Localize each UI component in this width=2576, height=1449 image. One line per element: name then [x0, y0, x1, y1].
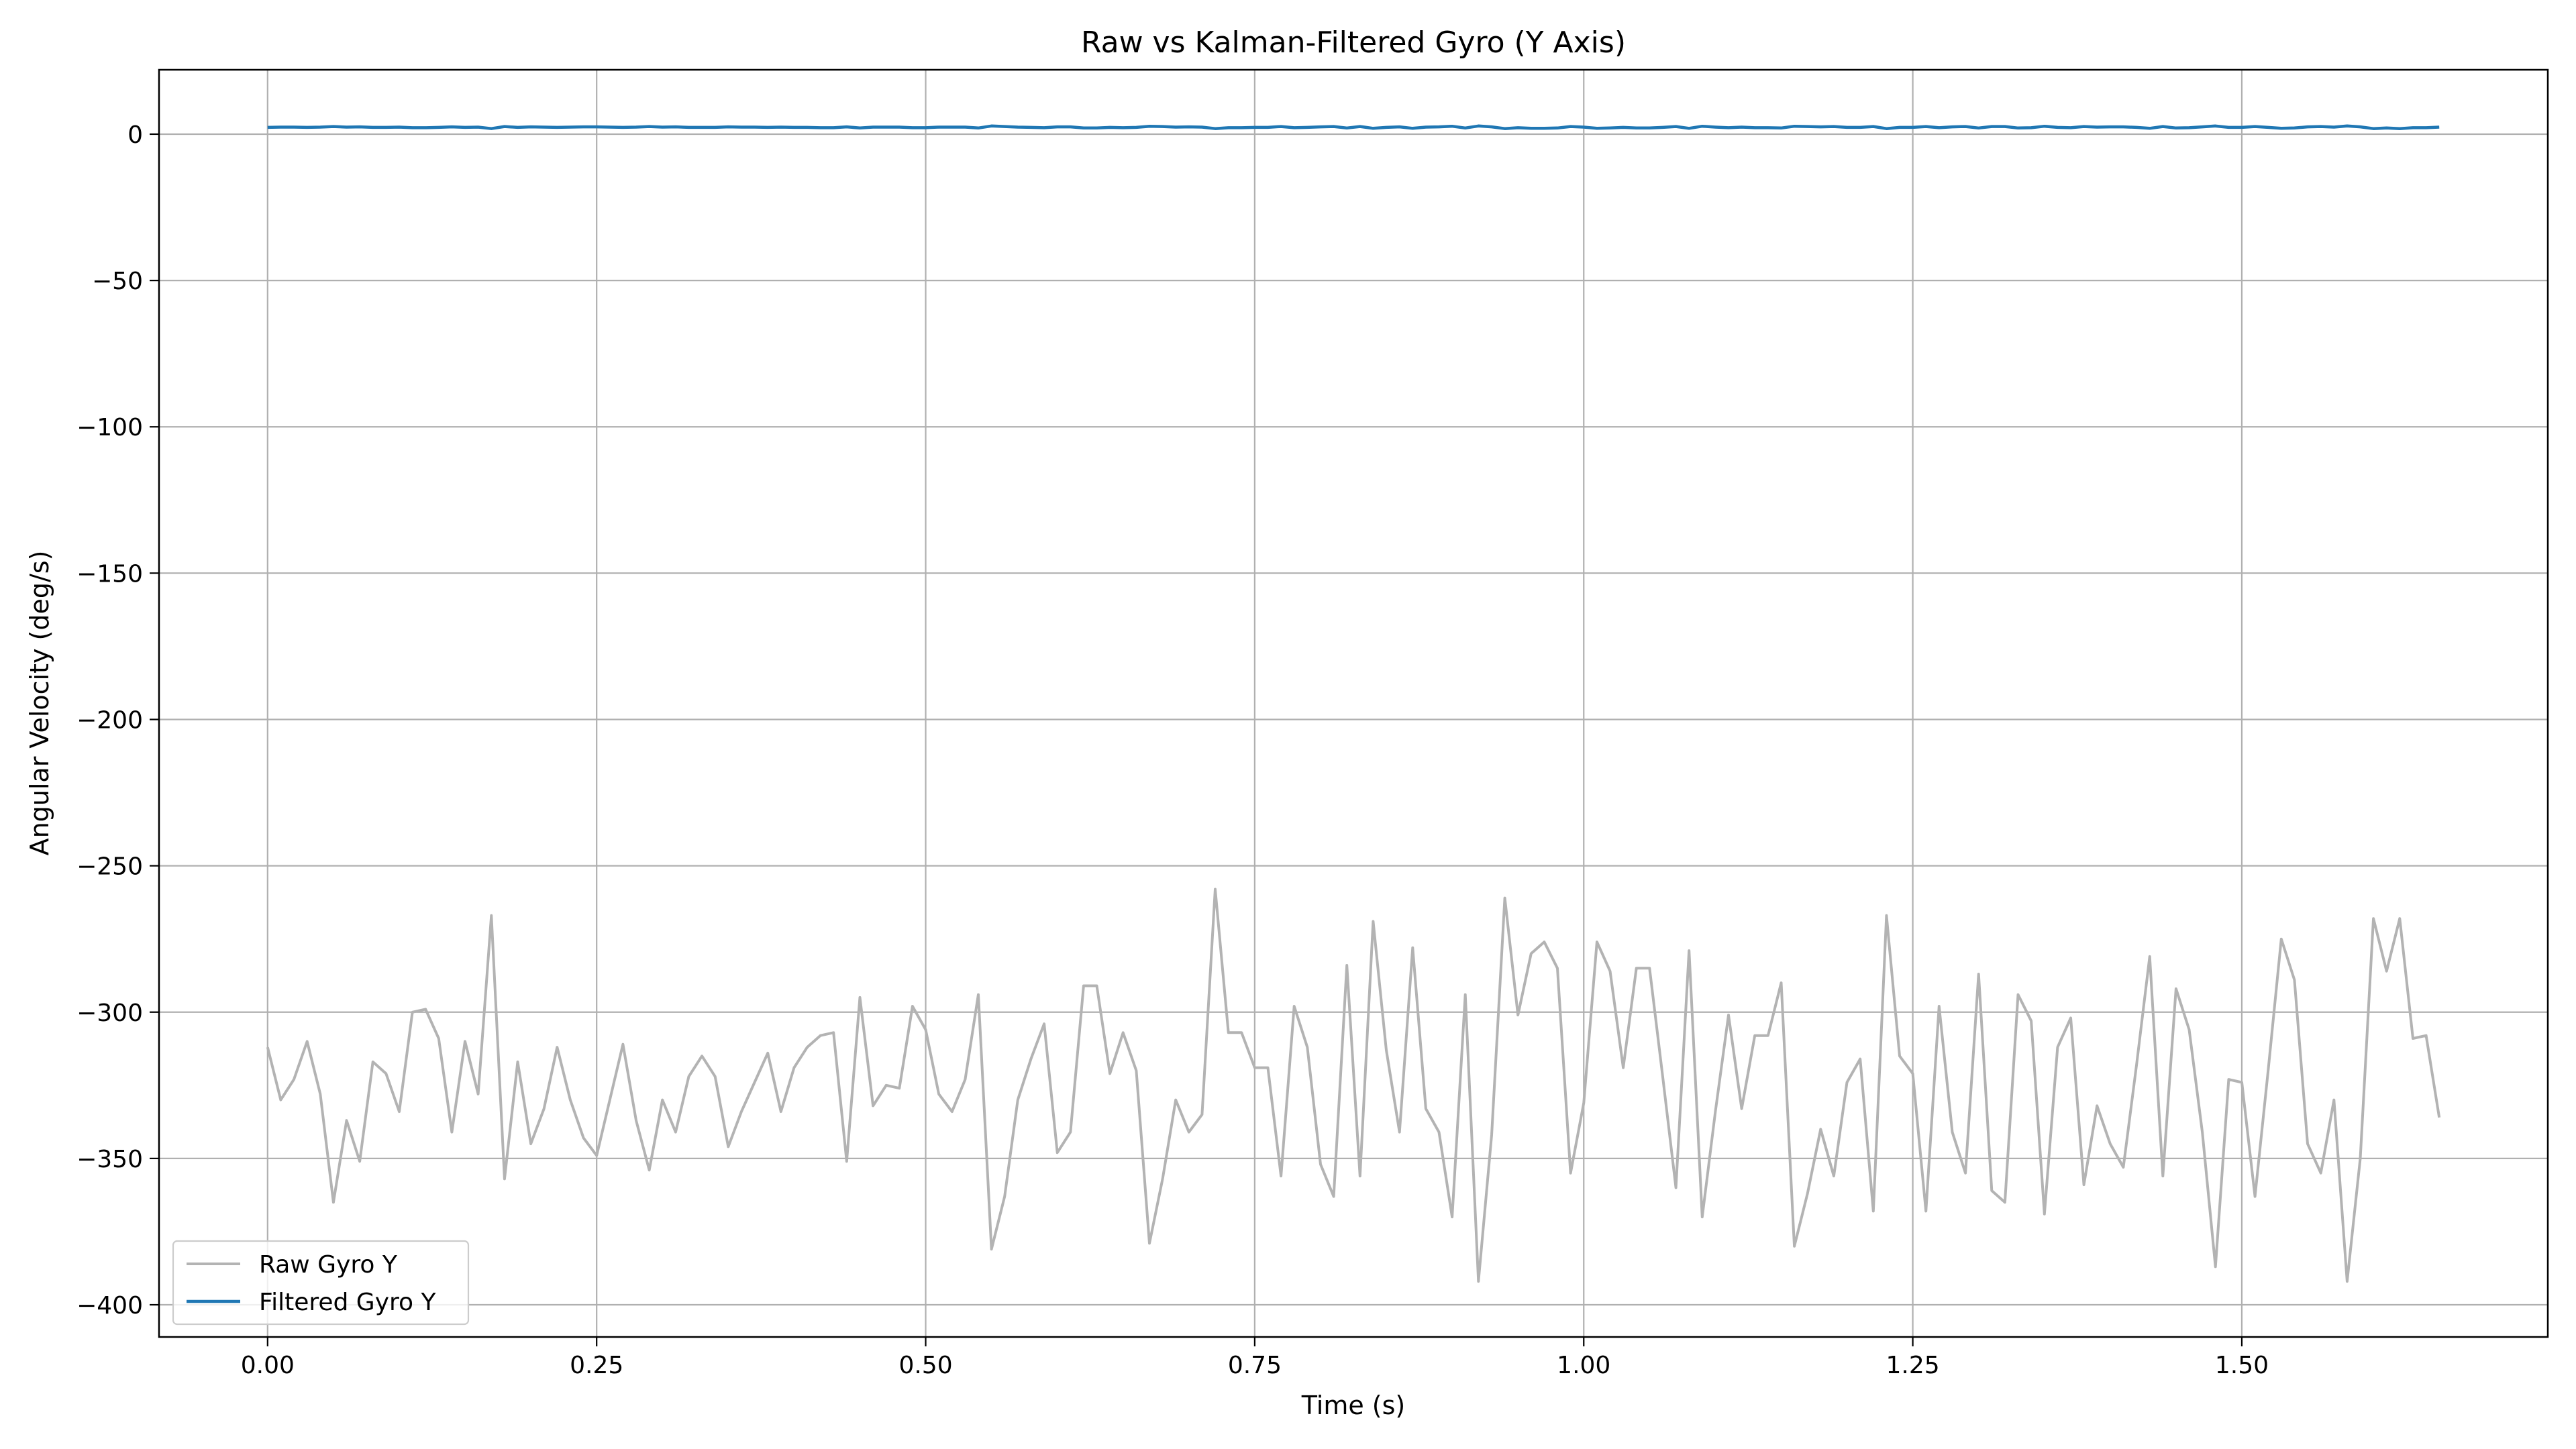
y-tick-label: −350: [76, 1146, 143, 1173]
y-tick-label: −100: [76, 414, 143, 441]
x-tick-label: 1.00: [1557, 1352, 1610, 1379]
y-tick-label: −400: [76, 1292, 143, 1320]
legend-label: Filtered Gyro Y: [259, 1289, 436, 1316]
x-tick-label: 0.25: [570, 1352, 623, 1379]
legend: Raw Gyro Y Filtered Gyro Y: [172, 1240, 470, 1326]
x-tick-label: 1.25: [1886, 1352, 1940, 1379]
x-tick-label: 0.00: [241, 1352, 295, 1379]
chart-title: Raw vs Kalman-Filtered Gyro (Y Axis): [1081, 25, 1626, 60]
y-axis-label: Angular Velocity (deg/s): [25, 551, 54, 856]
y-tick-label: −50: [92, 268, 143, 295]
grid: [159, 70, 2548, 1337]
plot-frame: [158, 68, 2549, 1338]
y-axis-ticks: 0 −50 −100 −150 −200 −250 −300 −350 −400: [76, 121, 159, 1320]
x-tick-label: 0.50: [898, 1352, 952, 1379]
y-tick-label: −300: [76, 1000, 143, 1027]
y-tick-label: −200: [76, 706, 143, 734]
y-tick-label: −150: [76, 560, 143, 588]
x-axis-ticks: 0.00 0.25 0.50 0.75 1.00 1.25 1.50: [241, 1337, 2269, 1379]
series-line-raw-gyro-y: [266, 888, 2441, 1283]
x-tick-label: 1.50: [2215, 1352, 2269, 1379]
x-tick-label: 0.75: [1228, 1352, 1282, 1379]
y-tick-label: 0: [127, 121, 143, 149]
series-layer: [266, 124, 2441, 1283]
legend-label: Raw Gyro Y: [259, 1251, 398, 1279]
y-tick-label: −250: [76, 853, 143, 881]
legend-box: [172, 1240, 470, 1326]
x-axis-label: Time (s): [1301, 1391, 1406, 1420]
series-line-filtered-gyro-y: [267, 124, 2440, 130]
